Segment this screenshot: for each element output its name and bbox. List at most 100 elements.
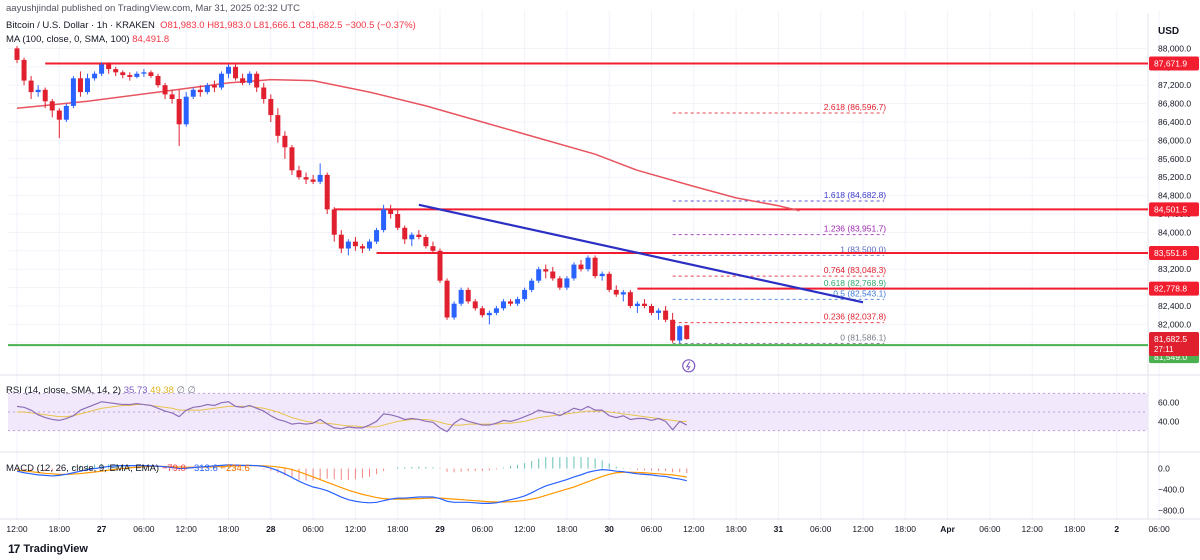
x-tick-label: 12:00	[345, 524, 367, 534]
candle-body	[204, 85, 210, 93]
candle-body	[367, 241, 372, 249]
price-tag-label: 83,551.8	[1154, 248, 1187, 258]
close-value: C81,682.5	[298, 20, 343, 31]
macd-tick-label: −800.0	[1158, 506, 1185, 516]
candle-body	[85, 78, 90, 93]
y-tick-label: 84,000.0	[1158, 227, 1191, 237]
y-tick-label: 86,400.0	[1158, 117, 1191, 127]
sma-value: 84,491.8	[132, 34, 170, 45]
candle-body	[141, 72, 147, 74]
price-tag-label: 87,671.9	[1154, 58, 1187, 68]
macd-line	[16, 464, 687, 504]
sma-line	[16, 78, 800, 212]
macd-label: MACD (12, 26, close, 9, EMA, EMA)	[6, 463, 160, 474]
candle-body	[374, 230, 380, 242]
y-tick-label: 85,200.0	[1158, 172, 1191, 182]
macd-legend[interactable]: MACD (12, 26, close, 9, EMA, EMA) −79.0 …	[6, 463, 250, 474]
candle-body	[247, 73, 253, 83]
candle-body	[536, 269, 542, 281]
macd-signal-value: −234.6	[220, 463, 250, 474]
y-tick-label: 88,000.0	[1158, 43, 1191, 53]
candle-body	[381, 209, 387, 231]
y-tick-label: 86,800.0	[1158, 99, 1191, 109]
x-tick-label: 2	[1114, 524, 1119, 534]
sma-legend[interactable]: MA (100, close, 0, SMA, 100) 84,491.8	[6, 34, 169, 45]
candle-body	[606, 273, 612, 290]
candle-body	[176, 99, 182, 125]
candle-body	[275, 115, 281, 136]
candle-body	[585, 257, 591, 270]
candle-body	[529, 280, 535, 290]
candle-body	[113, 69, 119, 73]
candle-body	[620, 292, 626, 295]
x-tick-label: 06:00	[1148, 524, 1170, 534]
x-tick-label: 12:00	[852, 524, 874, 534]
candle-body	[134, 73, 140, 77]
candle-body	[190, 89, 196, 97]
rsi-legend[interactable]: RSI (14, close, SMA, 14, 2) 35.73 49.38 …	[6, 385, 196, 396]
fib-level-label: 1 (83,500.0)	[840, 244, 886, 254]
candle-body	[289, 147, 295, 171]
y-tick-label: 87,200.0	[1158, 80, 1191, 90]
candle-body	[416, 234, 422, 237]
tradingview-footer[interactable]: 17 TradingView	[8, 542, 88, 556]
candle-body	[465, 289, 471, 302]
candle-body	[106, 64, 112, 70]
candle-body	[226, 66, 231, 74]
x-tick-label: 06:00	[302, 524, 324, 534]
x-tick-label: 18:00	[49, 524, 71, 534]
x-tick-label: 06:00	[641, 524, 663, 534]
candle-body	[515, 299, 521, 304]
candle-body	[578, 264, 584, 270]
grid-lines	[8, 10, 1160, 520]
candle-body	[359, 246, 365, 249]
rsi-label: RSI (14, close, SMA, 14, 2)	[6, 385, 122, 396]
y-tick-label: 82,000.0	[1158, 319, 1191, 329]
x-tick-label: 29	[435, 524, 445, 534]
rsi-sma-value: 49.38	[150, 385, 174, 396]
x-tick-label: 18:00	[895, 524, 917, 534]
fib-level-label: 0 (81,586.1)	[840, 332, 886, 342]
x-tick-label: 18:00	[387, 524, 409, 534]
candle-body	[634, 303, 640, 306]
x-tick-label: 12:00	[1022, 524, 1044, 534]
x-tick-label: 06:00	[472, 524, 494, 534]
macd-histogram	[16, 456, 688, 481]
candle-body	[282, 135, 288, 148]
x-tick-label: 30	[604, 524, 614, 534]
symbol-title[interactable]: Bitcoin / U.S. Dollar · 1h · KRAKEN	[6, 20, 155, 31]
candle-body	[183, 96, 189, 125]
candle-body	[677, 326, 683, 341]
candle-body	[162, 85, 168, 95]
macd-line-value: −313.6	[188, 463, 218, 474]
macd-tick-label: −400.0	[1158, 485, 1185, 495]
macd-signal-line	[16, 465, 687, 503]
candle-body	[444, 280, 450, 318]
candle-body	[49, 101, 55, 111]
candle-body	[543, 269, 549, 272]
x-tick-label: 18:00	[218, 524, 240, 534]
x-tick-label: 31	[774, 524, 784, 534]
candle-body	[155, 76, 161, 86]
candle-body	[56, 110, 62, 120]
fib-level-label: 0.236 (82,037.8)	[824, 312, 887, 322]
low-value: L81,666.1	[253, 20, 296, 31]
candle-body	[402, 227, 408, 240]
sma-label: MA (100, close, 0, SMA, 100)	[6, 34, 130, 45]
candle-body	[627, 292, 633, 306]
candle-body	[670, 319, 676, 341]
candle-body	[458, 289, 464, 304]
candle-body	[261, 87, 267, 99]
rsi-sma-line	[17, 404, 687, 428]
candle-body	[409, 234, 415, 240]
candle-body	[345, 241, 351, 249]
high-value: H81,983.0	[207, 20, 252, 31]
price-tag-label: 84,501.5	[1154, 204, 1187, 214]
x-tick-label: 12:00	[6, 524, 28, 534]
candle-body	[35, 89, 41, 93]
price-tag-label: 82,778.8	[1154, 284, 1187, 294]
candle-body	[599, 273, 605, 277]
candle-body	[508, 301, 513, 304]
rsi-line	[16, 401, 688, 433]
